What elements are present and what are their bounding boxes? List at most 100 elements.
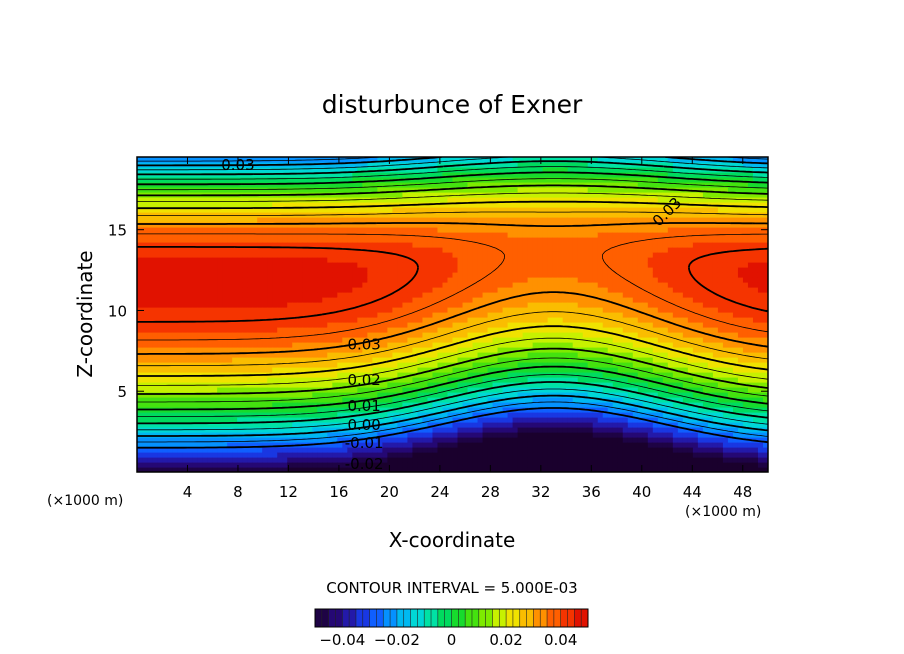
contour-cell (327, 342, 333, 348)
contour-cell (242, 302, 248, 308)
contour-cell (157, 417, 163, 423)
contour-cell (472, 197, 479, 203)
contour-cell (267, 302, 273, 308)
contour-cell (152, 367, 158, 373)
contour-cell (282, 257, 288, 263)
contour-cell (202, 352, 208, 358)
contour-cell (367, 297, 373, 303)
contour-cell (162, 377, 168, 383)
contour-cell (507, 187, 514, 193)
contour-cell (492, 357, 499, 363)
contour-cell (372, 447, 378, 453)
contour-cell (222, 277, 228, 283)
contour-cell (387, 342, 394, 348)
contour-cell (357, 347, 363, 353)
contour-cell (442, 312, 449, 318)
contour-cell (277, 322, 283, 328)
contour-cell (137, 367, 143, 373)
contour-cell (487, 317, 494, 323)
contour-cell (347, 157, 353, 163)
contour-cell (467, 352, 474, 358)
contour-cell (342, 392, 348, 398)
contour-cell (462, 332, 469, 338)
contour-cell (337, 182, 343, 188)
contour-cell (392, 182, 399, 188)
contour-cell (512, 427, 519, 433)
contour-cell (417, 192, 424, 198)
contour-cell (362, 257, 368, 263)
contour-cell (207, 282, 213, 288)
contour-cell (327, 427, 333, 433)
contour-cell (397, 282, 404, 288)
contour-cell (497, 212, 504, 218)
contour-cell (337, 312, 343, 318)
contour-cell (497, 282, 504, 288)
contour-cell (167, 197, 173, 203)
contour-cell (312, 397, 318, 403)
contour-cell (437, 312, 444, 318)
contour-cell (347, 382, 353, 388)
contour-cell (292, 347, 298, 353)
contour-cell (222, 452, 228, 458)
contour-cell (242, 197, 248, 203)
contour-cell (507, 212, 514, 218)
contour-cell (317, 462, 323, 468)
contour-cell (152, 307, 158, 313)
contour-cell (442, 377, 449, 383)
contour-cell (172, 302, 178, 308)
contour-cell (147, 237, 153, 243)
contour-cell (492, 432, 499, 438)
contour-cell (402, 307, 409, 313)
contour-cell (137, 332, 143, 338)
contour-cell (437, 292, 444, 298)
contour-cell (337, 382, 343, 388)
contour-cell (417, 217, 424, 223)
contour-cell (447, 217, 454, 223)
contour-cell (172, 447, 178, 453)
contour-cell (202, 387, 208, 393)
contour-cell (267, 227, 273, 233)
contour-cell (447, 427, 454, 433)
contour-cell (462, 317, 469, 323)
contour-cell (292, 422, 298, 428)
contour-cell (137, 247, 143, 253)
contour-cell (217, 387, 223, 393)
contour-cell (532, 417, 539, 423)
contour-cell (372, 342, 378, 348)
contour-cell (522, 177, 529, 183)
contour-cell (527, 172, 534, 178)
contour-cell (267, 297, 273, 303)
contour-cell (352, 232, 358, 238)
contour-cell (167, 452, 173, 458)
contour-cell (377, 267, 383, 273)
contour-cell (507, 257, 514, 263)
contour-cell (337, 252, 343, 258)
contour-cell (387, 332, 394, 338)
contour-cell (372, 242, 378, 248)
contour-cell (472, 282, 479, 288)
contour-cell (157, 242, 163, 248)
contour-cell (247, 157, 253, 163)
contour-cell (492, 272, 499, 278)
contour-cell (227, 412, 233, 418)
contour-cell (347, 257, 353, 263)
contour-cell (192, 437, 198, 443)
contour-cell (357, 362, 363, 368)
contour-cell (492, 167, 499, 173)
contour-cell (247, 352, 253, 358)
contour-cell (332, 232, 338, 238)
contour-cell (152, 287, 158, 293)
contour-cell (507, 387, 514, 393)
contour-cell (217, 322, 223, 328)
contour-cell (392, 247, 399, 253)
contour-cell (187, 177, 193, 183)
contour-cell (417, 237, 424, 243)
contour-cell (262, 337, 268, 343)
contour-cell (372, 407, 378, 413)
contour-cell (302, 342, 308, 348)
contour-cell (312, 197, 318, 203)
contour-cell (347, 332, 353, 338)
contour-cell (387, 462, 394, 468)
contour-cell (147, 382, 153, 388)
contour-cell (202, 202, 208, 208)
